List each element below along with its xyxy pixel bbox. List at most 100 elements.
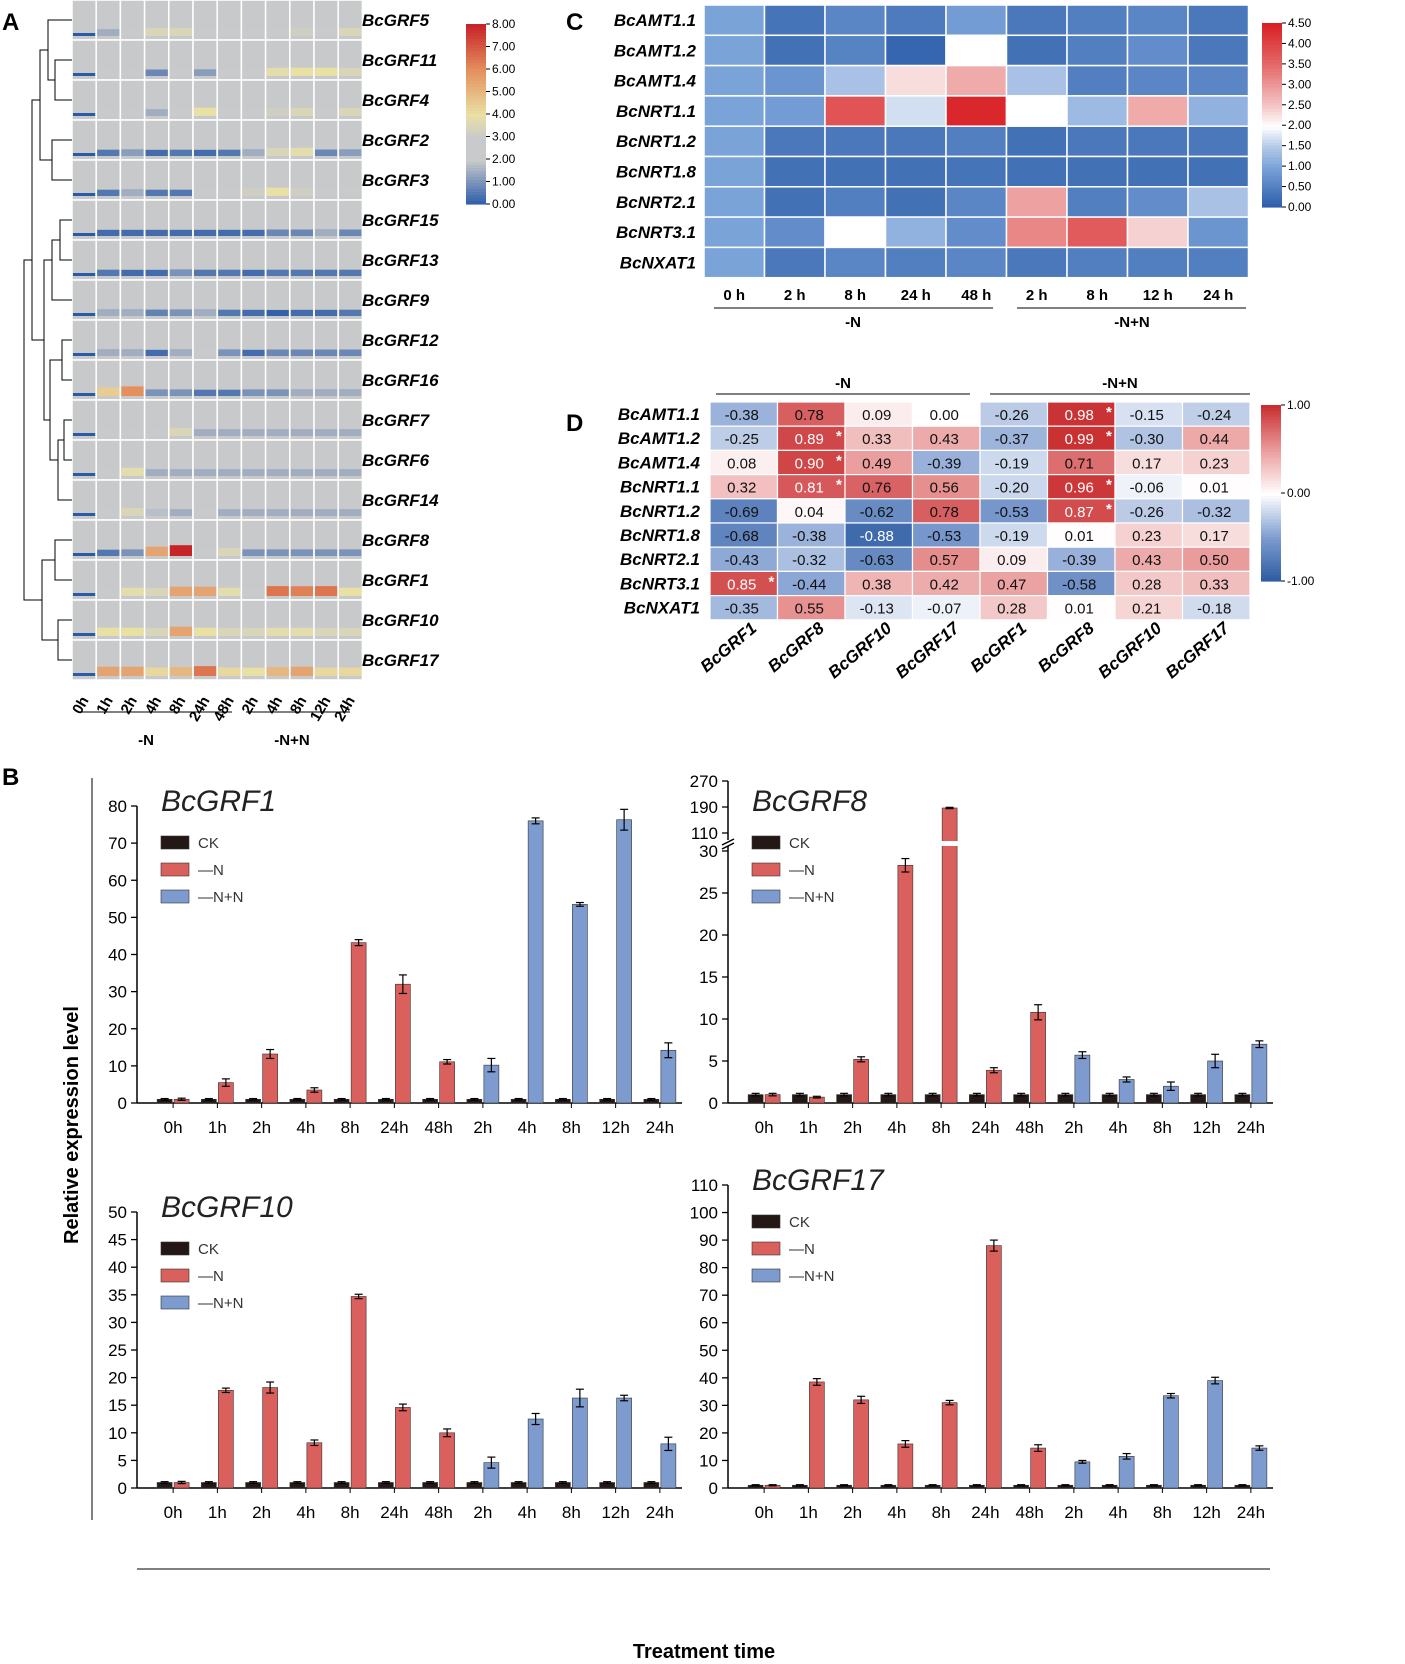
heatmap-cell — [315, 429, 338, 436]
cell-value: -0.18 — [1197, 601, 1231, 618]
heatmap-cell — [339, 188, 362, 196]
correlation-cell — [1046, 401, 1116, 427]
colorbar-segment — [1262, 133, 1282, 138]
colorbar-segment — [1262, 53, 1282, 58]
heatmap-cell — [218, 587, 241, 596]
cell-value: 0.23 — [1200, 455, 1229, 472]
bar — [1074, 1461, 1091, 1489]
heatmap-cell — [1066, 186, 1129, 218]
heatmap-cell — [121, 309, 144, 316]
colorbar-segment — [1262, 164, 1282, 168]
chart-title: BcGRF17 — [752, 1164, 885, 1197]
heatmap-cell — [97, 189, 120, 196]
colorbar-segment — [1261, 407, 1281, 412]
heatmap-cell — [1066, 34, 1129, 67]
heatmap-cell — [169, 189, 192, 196]
heatmap-cell — [73, 273, 96, 276]
heatmap-cell — [169, 469, 192, 476]
heatmap-cell — [169, 269, 192, 276]
heatmap-cell — [315, 108, 338, 116]
column-label: 0 h — [723, 287, 745, 304]
x-tick-label: 8h — [341, 1503, 360, 1522]
heatmap-cell — [97, 349, 120, 356]
colorbar-segment — [1261, 446, 1281, 450]
heatmap-cell — [339, 269, 362, 276]
y-tick-label: 90 — [699, 1231, 718, 1250]
legend-swatch — [751, 862, 781, 877]
heatmap-cell — [97, 588, 120, 596]
cell-value: -0.69 — [725, 504, 759, 521]
bar — [616, 1397, 632, 1489]
heatmap-cell — [945, 95, 1008, 127]
colorbar-segment — [466, 90, 486, 94]
heatmap-cell — [242, 549, 265, 556]
axis-break-mark — [721, 838, 735, 846]
x-tick-label: 4h — [887, 1118, 906, 1137]
colorbar-segment — [466, 96, 486, 100]
correlation-cell — [776, 474, 846, 500]
heatmap-cell — [884, 34, 947, 67]
colorbar-tick-label: 2.00 — [1288, 118, 1312, 132]
heatmap-cell — [339, 67, 362, 76]
heatmap-cell — [1187, 34, 1250, 67]
colorbar-segment — [466, 132, 486, 136]
colorbar-segment — [466, 144, 486, 148]
heatmap-cell — [169, 149, 192, 156]
correlation-cell — [1181, 594, 1251, 621]
heatmap-cell — [218, 188, 241, 196]
colorbar-segment — [1262, 50, 1282, 55]
colorbar-segment — [1261, 443, 1281, 447]
row-label: BcNXAT1 — [620, 253, 696, 272]
y-tick-label: 5 — [118, 1451, 127, 1470]
heatmap-cell — [73, 353, 96, 356]
colorbar-segment — [1262, 99, 1282, 104]
x-axis-title: Treatment time — [633, 1641, 775, 1663]
cell-value: -0.25 — [725, 431, 759, 448]
dendrogram-branch — [61, 339, 72, 381]
heatmap-cell — [73, 633, 96, 636]
heatmap-cell — [945, 246, 1008, 279]
heatmap-cell — [290, 107, 313, 116]
legend-label: —N — [789, 1241, 815, 1258]
bar — [350, 1296, 367, 1489]
colorbar-segment — [1262, 188, 1282, 193]
colorbar-segment — [466, 156, 486, 160]
y-tick-label: 10 — [699, 1010, 718, 1029]
legend-label: CK — [789, 835, 810, 852]
heatmap-cell — [121, 587, 144, 596]
cell-value: -0.30 — [1130, 431, 1164, 448]
heatmap-cell — [266, 147, 289, 156]
colorbar-segment — [466, 168, 486, 172]
dendrogram-branch — [41, 559, 58, 641]
significance-star: * — [1106, 428, 1112, 445]
x-tick-label: 12h — [1192, 1503, 1220, 1522]
heatmap-cell — [824, 64, 887, 97]
colorbar-segment — [466, 195, 486, 199]
panel-d-label: D — [566, 410, 583, 437]
cell-value: -0.68 — [725, 528, 759, 545]
column-label: 24h — [331, 694, 359, 725]
colorbar-segment — [1261, 405, 1281, 409]
correlation-cell — [776, 498, 846, 524]
correlation-cell — [709, 594, 779, 621]
cell-value: 0.01 — [1065, 528, 1094, 545]
heatmap-cell — [73, 673, 96, 676]
x-tick-label: 1h — [799, 1503, 818, 1522]
heatmap-cell — [97, 387, 120, 396]
heatmap-cell — [169, 108, 192, 116]
cell-value: 0.98 — [1065, 407, 1094, 424]
x-tick-label: 1h — [208, 1503, 227, 1522]
colorbar-segment — [1261, 569, 1281, 573]
x-tick-label: 24h — [1237, 1503, 1265, 1522]
heatmap-cell — [97, 309, 120, 316]
row-label: BcNRT1.8 — [620, 526, 701, 545]
heatmap-cell — [1066, 216, 1129, 249]
cell-value: 0.00 — [930, 407, 959, 424]
y-tick-label: 20 — [108, 1020, 127, 1039]
heatmap-cell — [194, 469, 217, 476]
heatmap-cell — [121, 428, 144, 436]
heatmap-cell — [1187, 216, 1250, 249]
colorbar-segment — [1262, 105, 1282, 110]
colorbar-segment — [1262, 170, 1282, 174]
colorbar-segment — [466, 117, 486, 121]
